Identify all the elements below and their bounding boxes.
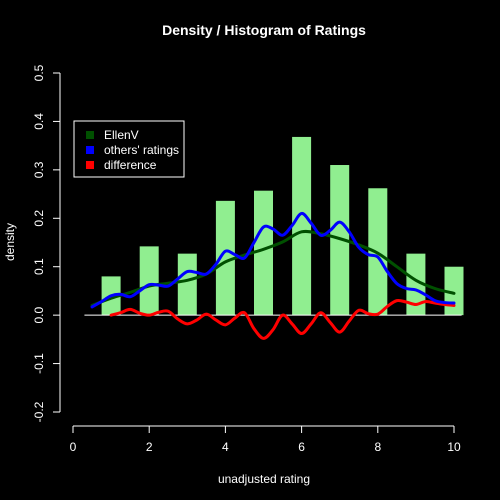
histogram-bar bbox=[215, 200, 235, 316]
legend-label: others' ratings bbox=[104, 143, 179, 157]
y-tick-label: 0.4 bbox=[32, 113, 46, 130]
y-tick-label: -0.2 bbox=[32, 401, 46, 422]
y-tick-label: 0.0 bbox=[32, 306, 46, 323]
x-axis-label: unadjusted rating bbox=[218, 472, 310, 486]
chart-title: Density / Histogram of Ratings bbox=[162, 22, 366, 38]
legend-swatch bbox=[86, 161, 94, 169]
histogram-bar bbox=[139, 246, 159, 316]
y-tick-label: 0.5 bbox=[32, 64, 46, 81]
x-tick-label: 8 bbox=[374, 440, 381, 454]
y-axis: -0.2 -0.1 0.0 0.1 0.2 0.3 0.4 0.5 bbox=[32, 64, 61, 422]
y-tick-label: 0.1 bbox=[32, 258, 46, 275]
y-tick-label: 0.2 bbox=[32, 210, 46, 227]
legend-swatch bbox=[86, 131, 94, 139]
x-tick-label: 2 bbox=[146, 440, 153, 454]
x-tick-label: 10 bbox=[447, 440, 461, 454]
y-tick-label: -0.1 bbox=[32, 353, 46, 374]
legend-swatch bbox=[86, 146, 94, 154]
histogram-bar bbox=[406, 253, 426, 316]
x-tick-label: 4 bbox=[222, 440, 229, 454]
legend-label: EllenV bbox=[104, 128, 139, 142]
x-tick-label: 0 bbox=[70, 440, 77, 454]
histogram-bar bbox=[254, 190, 273, 316]
legend-label: difference bbox=[104, 158, 157, 172]
y-tick-label: 0.3 bbox=[32, 161, 46, 178]
others-ratings-density-line bbox=[90, 211, 456, 309]
y-axis-label: density bbox=[3, 223, 17, 261]
x-axis: 0 2 4 6 8 10 bbox=[70, 425, 461, 454]
series-lines-group bbox=[90, 211, 456, 340]
x-tick-label: 6 bbox=[298, 440, 305, 454]
histogram-bar bbox=[292, 136, 312, 316]
histogram-bar bbox=[177, 253, 197, 316]
difference-line bbox=[109, 298, 456, 340]
